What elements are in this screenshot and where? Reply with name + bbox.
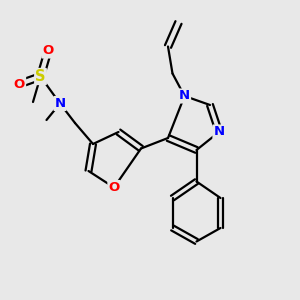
Text: O: O (14, 77, 25, 91)
Text: N: N (213, 125, 225, 139)
Text: O: O (42, 44, 54, 58)
Text: N: N (179, 89, 190, 103)
Text: S: S (35, 69, 46, 84)
Text: O: O (108, 181, 120, 194)
Text: N: N (54, 97, 66, 110)
